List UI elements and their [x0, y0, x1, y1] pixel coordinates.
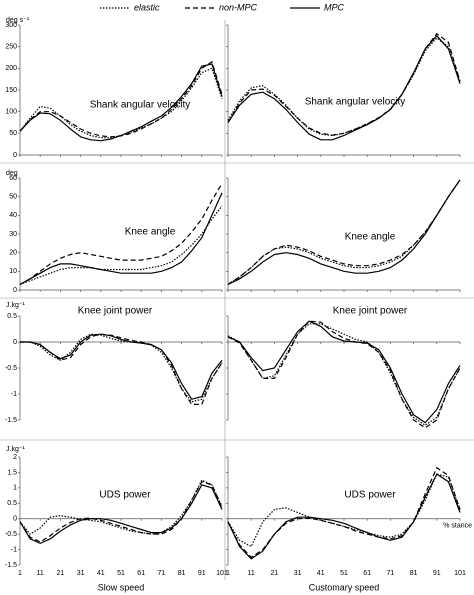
y-tick-label: 1.5	[7, 469, 17, 476]
series-line	[20, 333, 223, 400]
series-line	[19, 484, 223, 545]
legend-label: non-MPC	[219, 2, 258, 12]
series-line	[227, 179, 461, 285]
x-tick-label: 21	[271, 570, 279, 577]
y-unit: J.kg⁻¹	[6, 446, 26, 453]
x-tick-label: 41	[317, 570, 325, 577]
series-line	[227, 34, 461, 141]
series-line	[19, 67, 223, 139]
y-tick-label: -1.5	[5, 417, 17, 424]
y-tick-label: 150	[5, 87, 17, 94]
y-tick-label: 0	[13, 287, 17, 294]
x-tick-label: 21	[57, 570, 65, 577]
y-tick-label: 1	[13, 485, 17, 492]
series-line	[227, 32, 461, 136]
series-line	[227, 473, 461, 548]
panel-title: Shank angular velocity	[305, 97, 406, 108]
y-tick-label: 40	[9, 212, 17, 219]
x-tick-label: 101	[454, 570, 466, 577]
series-line	[19, 192, 223, 285]
x-tick-label: 1	[226, 570, 230, 577]
y-tick-label: -1	[11, 391, 17, 398]
x-tick-label: 1	[18, 570, 22, 577]
x-tick-label: 91	[433, 570, 441, 577]
panel-title: Knee joint power	[333, 306, 408, 317]
series-line	[19, 183, 223, 285]
x-tick-label: 31	[294, 570, 302, 577]
y-tick-label: -1.5	[5, 562, 17, 569]
y-tick-label: 250	[5, 44, 17, 51]
y-unit: J.kg⁻¹	[6, 302, 26, 309]
legend-label: MPC	[324, 2, 345, 12]
series-line	[227, 37, 461, 137]
y-tick-label: 2	[13, 454, 17, 461]
x-tick-label: 71	[387, 570, 395, 577]
y-unit: deg	[6, 170, 18, 177]
y-tick-label: -0.5	[5, 365, 17, 372]
x-tick-label: 41	[97, 570, 105, 577]
y-tick-label: 0.5	[7, 500, 17, 507]
x-tick-label: 91	[198, 570, 206, 577]
y-tick-label: 200	[5, 65, 17, 72]
x-tick-label: 81	[178, 570, 186, 577]
series-line	[227, 320, 461, 424]
series-line	[227, 473, 461, 560]
x-tick-label: 31	[77, 570, 85, 577]
panel-title: Knee angle	[345, 232, 396, 243]
y-tick-label: 0	[13, 152, 17, 159]
y-tick-label: 50	[9, 194, 17, 201]
series-line	[19, 205, 223, 285]
x-tick-label: 71	[158, 570, 166, 577]
x-tick-label: 81	[410, 570, 418, 577]
y-tick-label: -0.5	[5, 531, 17, 538]
panel-title: Knee joint power	[78, 306, 153, 317]
series-line	[20, 333, 223, 403]
series-line	[227, 320, 461, 429]
x-tick-label: 61	[363, 570, 371, 577]
x-tick-label: 51	[340, 570, 348, 577]
panel-title: UDS power	[344, 490, 396, 501]
y-unit: deg s⁻¹	[6, 17, 30, 24]
panel-title: Knee angle	[125, 227, 176, 238]
series-line	[19, 479, 223, 535]
y-tick-label: 50	[9, 130, 17, 137]
x-tick-label: 11	[37, 570, 44, 577]
series-line	[19, 63, 223, 142]
y-tick-label: 30	[9, 231, 17, 238]
series-line	[227, 179, 461, 285]
y-tick-label: 0	[13, 516, 17, 523]
y-tick-label: 300	[5, 22, 17, 29]
y-tick-label: 100	[5, 109, 17, 116]
y-tick-label: 10	[9, 268, 17, 275]
y-tick-label: 0	[13, 339, 17, 346]
y-tick-label: 0.5	[7, 313, 17, 320]
x-tick-label: 101	[216, 570, 228, 577]
x-label: Customary speed	[309, 582, 380, 592]
series-line	[227, 323, 461, 426]
x-tick-label: 61	[137, 570, 145, 577]
x-tick-label: 11	[248, 570, 255, 577]
y-tick-label: 60	[9, 175, 17, 182]
panel-title: Shank angular velocity	[90, 100, 191, 111]
legend-label: elastic	[134, 2, 160, 12]
series-line	[20, 333, 223, 405]
x-tick-label: 51	[117, 570, 125, 577]
y-tick-label: -1	[11, 546, 17, 553]
annotation: % stance	[443, 523, 472, 530]
series-line	[227, 466, 461, 559]
panel-title: UDS power	[99, 490, 151, 501]
y-tick-label: 20	[9, 250, 17, 257]
x-label: Slow speed	[98, 582, 145, 592]
